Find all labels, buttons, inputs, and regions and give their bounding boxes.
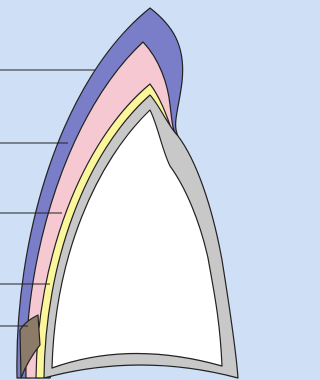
page: Layered diagram {} html, body { margin: … — [0, 0, 241, 380]
diagram — [0, 0, 241, 380]
page-body: (() => { const data = JSON.parse(documen… — [0, 0, 241, 380]
